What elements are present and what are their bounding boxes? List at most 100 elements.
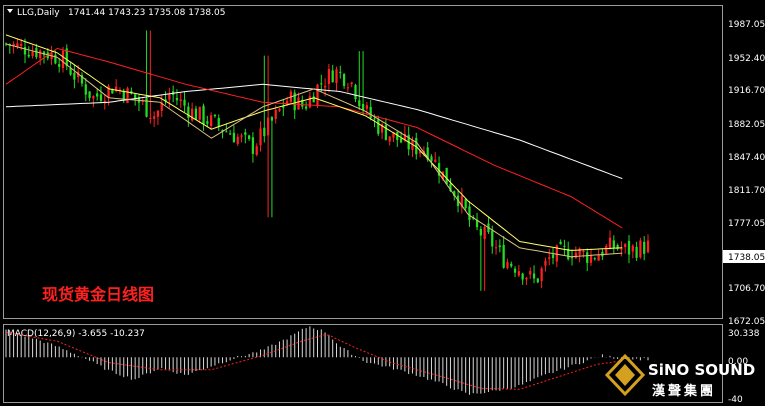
candle-body — [323, 85, 327, 88]
candle-body — [540, 268, 543, 282]
candle-body — [563, 245, 566, 247]
current-price-label: 1738.05 — [728, 253, 765, 263]
candle-body — [206, 121, 209, 124]
candle-body — [418, 151, 422, 154]
ma-line-red — [5, 47, 623, 229]
candle-body — [312, 96, 315, 103]
candle-body — [263, 127, 266, 137]
candle-body — [156, 110, 160, 117]
candle-body — [346, 87, 350, 89]
candle-body — [491, 230, 494, 247]
candle-body — [141, 100, 144, 102]
candle-body — [430, 156, 433, 162]
candle-body — [525, 277, 528, 280]
candle-body — [84, 84, 87, 95]
candle-body — [122, 90, 125, 101]
symbol-label: LLG,Daily — [17, 8, 60, 18]
candle-body — [232, 132, 236, 143]
candle-body — [494, 247, 498, 249]
candle-body — [624, 243, 627, 248]
price-tick: 1847.40 — [728, 153, 765, 163]
chart-menu-arrow-icon[interactable] — [7, 9, 13, 13]
candle-body — [620, 248, 623, 250]
candle-body — [361, 103, 365, 111]
macd-label: MACD(12,26,9) -3.655 -10.237 — [7, 329, 145, 339]
candle-body — [27, 54, 30, 57]
candle-body — [380, 124, 384, 133]
price-axis: 1987.05 1952.40 1916.70 1882.05 1847.40 … — [728, 20, 765, 327]
candle-body — [532, 273, 536, 279]
candle-body — [69, 68, 72, 75]
candle-body — [608, 237, 612, 249]
candle-body — [213, 114, 217, 117]
logo-main-text: SiNO SOUND — [648, 361, 755, 379]
candle-body — [217, 118, 220, 127]
macd-signal-line — [5, 331, 623, 390]
candle-body — [301, 99, 304, 107]
candle-body — [88, 91, 91, 99]
candle-body — [339, 71, 342, 73]
candle-body — [506, 261, 509, 269]
candle-body — [373, 118, 376, 120]
chart-title-cn: 现货黄金日线图 — [42, 285, 154, 304]
candle-body — [221, 129, 224, 132]
candle-body — [388, 136, 391, 142]
candle-body — [331, 70, 334, 83]
candle-body — [426, 147, 429, 160]
candle-body — [266, 117, 270, 136]
candle-body — [483, 226, 486, 240]
candle-body — [342, 74, 346, 86]
candle-body — [586, 252, 589, 263]
ma-line-gold — [5, 43, 623, 258]
price-tick: 1672.05 — [728, 317, 765, 327]
candle-body — [434, 159, 437, 162]
candle-body — [616, 245, 619, 249]
candle-body — [73, 72, 76, 80]
candle-body — [134, 94, 137, 99]
price-tick: 1987.05 — [728, 20, 765, 30]
candle-body — [12, 43, 15, 47]
candle-body — [567, 248, 570, 260]
candle-body — [643, 241, 646, 254]
candle-body — [168, 94, 171, 100]
candle-body — [31, 51, 34, 57]
candle-body — [335, 69, 338, 84]
candles-group — [4, 30, 650, 291]
candle-body — [570, 256, 574, 259]
candle-body — [153, 116, 156, 119]
candle-body — [365, 105, 369, 109]
candle-body — [513, 268, 517, 273]
candle-body — [107, 85, 110, 99]
candle-body — [502, 244, 505, 268]
candle-body — [464, 199, 467, 209]
candle-body — [270, 117, 274, 121]
candle-body — [403, 133, 407, 141]
candle-body — [479, 228, 482, 236]
price-tick: 1952.40 — [728, 54, 765, 64]
macd-panel-frame — [3, 324, 723, 403]
candle-body — [54, 54, 57, 64]
candle-body — [39, 50, 42, 59]
macd-group — [5, 326, 649, 395]
candle-body — [35, 47, 38, 58]
logo-sub-text: 漢聲集團 — [652, 383, 716, 399]
candle-body — [23, 47, 27, 55]
candle-body — [244, 132, 247, 135]
candle-body — [92, 96, 95, 99]
logo-diamond-inner-icon — [615, 364, 635, 386]
candle-body — [354, 85, 357, 100]
candle-body — [646, 240, 650, 253]
candle-body — [96, 93, 99, 97]
candle-body — [574, 252, 577, 259]
macd-tick: 30.338 — [728, 329, 760, 339]
candle-body — [225, 131, 228, 133]
candle-body — [251, 137, 255, 154]
candle-body — [149, 117, 152, 119]
macd-tick: 0.00 — [728, 357, 748, 367]
candle-body — [118, 89, 122, 91]
candle-body — [415, 137, 418, 155]
candle-body — [441, 171, 444, 180]
candle-body — [316, 84, 319, 106]
candle-body — [605, 245, 608, 254]
